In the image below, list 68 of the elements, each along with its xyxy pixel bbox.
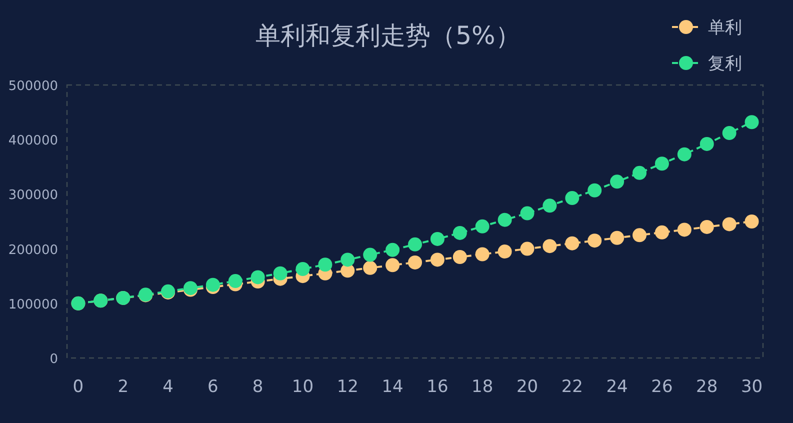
- y-tick-label: 300000: [8, 188, 58, 204]
- x-tick-label: 16: [426, 377, 448, 397]
- point: [632, 228, 647, 242]
- chart-title: 单利和复利走势（5%）: [256, 21, 520, 50]
- x-tick-label: 0: [72, 377, 84, 397]
- point: [542, 198, 557, 213]
- y-tick-label: 400000: [8, 134, 58, 149]
- x-tick-label: 8: [252, 377, 264, 397]
- point: [498, 212, 512, 227]
- point: [700, 220, 714, 234]
- x-tick-label: 24: [606, 377, 628, 397]
- x-tick-label: 18: [472, 377, 494, 397]
- x-tick-label: 6: [208, 377, 218, 397]
- point: [408, 255, 422, 270]
- point: [677, 147, 692, 162]
- point: [610, 174, 624, 189]
- point: [744, 115, 759, 130]
- x-tick-label: 30: [740, 377, 763, 397]
- point: [430, 252, 444, 267]
- point: [744, 214, 759, 228]
- y-tick-label: 0: [50, 352, 58, 367]
- point: [654, 225, 669, 240]
- legend-label: 复利: [708, 54, 742, 74]
- point: [722, 126, 736, 140]
- x-tick-label: 26: [651, 377, 673, 397]
- point: [452, 250, 467, 264]
- point: [386, 242, 400, 257]
- y-tick-label: 500000: [8, 79, 58, 94]
- point: [363, 260, 378, 275]
- point: [363, 248, 378, 262]
- point: [318, 258, 332, 272]
- x-tick-label: 28: [696, 377, 718, 397]
- point: [520, 206, 534, 220]
- point: [520, 242, 534, 256]
- point: [340, 252, 355, 267]
- x-tick-label: 4: [162, 377, 174, 397]
- point: [386, 258, 400, 272]
- point: [677, 222, 692, 237]
- point: [722, 217, 736, 232]
- point: [475, 247, 490, 262]
- point: [610, 230, 624, 245]
- point: [475, 219, 490, 234]
- point: [588, 183, 602, 198]
- legend-label: 单利: [708, 18, 742, 38]
- point: [250, 270, 265, 284]
- point: [273, 266, 288, 280]
- y-tick-label: 200000: [8, 242, 58, 258]
- y-tick-label: 100000: [8, 297, 58, 312]
- point: [452, 226, 467, 240]
- point: [408, 237, 422, 252]
- point: [430, 232, 444, 246]
- point: [542, 239, 557, 254]
- point: [228, 274, 242, 288]
- point: [654, 156, 669, 171]
- x-tick-label: 22: [561, 377, 583, 397]
- point: [206, 278, 220, 292]
- point: [588, 234, 602, 248]
- x-tick-label: 2: [118, 377, 129, 397]
- x-tick-label: 10: [292, 377, 314, 397]
- point: [565, 191, 580, 206]
- x-tick-label: 12: [336, 377, 358, 397]
- point: [632, 166, 647, 180]
- point: [498, 244, 512, 259]
- point: [565, 236, 580, 250]
- x-tick-label: 20: [516, 377, 538, 397]
- point: [700, 136, 714, 151]
- x-tick-label: 14: [382, 377, 404, 397]
- point: [296, 262, 310, 276]
